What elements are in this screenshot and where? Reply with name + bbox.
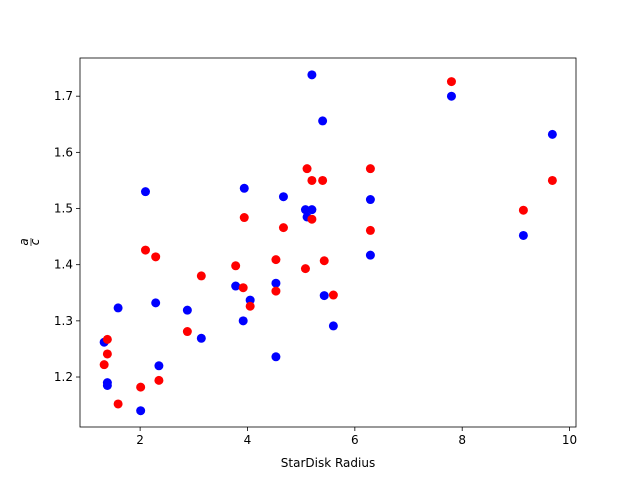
- points-layer: [99, 70, 557, 416]
- y-tick-label: 1.3: [54, 314, 73, 328]
- x-tick-label: 6: [351, 433, 359, 447]
- scatter-point: [307, 70, 317, 80]
- scatter-point: [136, 382, 146, 392]
- x-tick-label: 2: [136, 433, 144, 447]
- scatter-point: [518, 230, 528, 240]
- x-axis-ticks: 2 4 6 8 10: [136, 427, 577, 447]
- y-axis-label-numerator: a: [17, 238, 31, 245]
- scatter-point: [113, 399, 123, 409]
- scatter-point: [365, 250, 375, 260]
- plot-frame: [79, 57, 577, 428]
- scatter-point: [245, 301, 255, 311]
- y-axis-ticks: 1.2 1.3 1.4 1.5 1.6 1.7: [54, 89, 80, 384]
- scatter-point: [446, 91, 456, 101]
- scatter-point: [271, 278, 281, 288]
- y-tick-label: 1.7: [54, 89, 73, 103]
- scatter-point: [154, 361, 164, 371]
- scatter-point: [231, 261, 241, 271]
- y-tick-label: 1.5: [54, 202, 73, 216]
- scatter-point: [239, 183, 249, 193]
- scatter-point: [113, 303, 123, 313]
- scatter-point: [446, 77, 456, 87]
- scatter-point: [319, 256, 329, 266]
- scatter-point: [102, 334, 112, 344]
- scatter-point: [151, 298, 161, 308]
- scatter-point: [271, 352, 281, 362]
- x-axis-label: StarDisk Radius: [281, 456, 375, 470]
- scatter-point: [196, 271, 206, 281]
- scatter-point: [278, 223, 288, 233]
- scatter-point: [182, 305, 192, 315]
- scatter-point: [140, 187, 150, 197]
- scatter-point: [238, 283, 248, 293]
- scatter-point: [307, 205, 317, 215]
- scatter-point: [328, 290, 338, 300]
- scatter-point: [151, 252, 161, 262]
- scatter-point: [245, 295, 255, 305]
- scatter-point: [99, 360, 109, 370]
- scatter-point: [102, 349, 112, 359]
- scatter-point: [300, 264, 310, 274]
- scatter-point: [307, 214, 317, 224]
- scatter-point: [271, 255, 281, 265]
- scatter-point: [102, 380, 112, 390]
- scatter-point: [278, 192, 288, 202]
- scatter-point: [547, 129, 557, 139]
- scatter-point: [302, 164, 312, 174]
- scatter-point: [547, 175, 557, 185]
- scatter-point: [196, 333, 206, 343]
- scatter-point: [182, 327, 192, 337]
- scatter-point: [365, 164, 375, 174]
- scatter-point: [319, 291, 329, 301]
- scatter-point: [328, 321, 338, 331]
- scatter-point: [231, 281, 241, 291]
- y-tick-label: 1.4: [54, 258, 73, 272]
- scatter-point: [140, 245, 150, 255]
- y-axis-label-denominator: c: [28, 238, 42, 245]
- scatter-point: [136, 406, 146, 416]
- scatter-point: [365, 195, 375, 205]
- y-tick-label: 1.6: [54, 145, 73, 159]
- scatter-point: [300, 205, 310, 215]
- scatter-point: [154, 375, 164, 385]
- scatter-point: [238, 316, 248, 326]
- scatter-point: [318, 175, 328, 185]
- x-tick-label: 8: [458, 433, 466, 447]
- scatter-point: [365, 225, 375, 235]
- scatter-point: [239, 213, 249, 223]
- scatter-point: [307, 175, 317, 185]
- scatter-point: [518, 205, 528, 215]
- y-tick-label: 1.2: [54, 370, 73, 384]
- scatter-point: [271, 286, 281, 296]
- x-tick-label: 10: [562, 433, 577, 447]
- x-tick-label: 4: [244, 433, 252, 447]
- scatter-point: [318, 116, 328, 126]
- y-axis-label: a c: [17, 238, 42, 246]
